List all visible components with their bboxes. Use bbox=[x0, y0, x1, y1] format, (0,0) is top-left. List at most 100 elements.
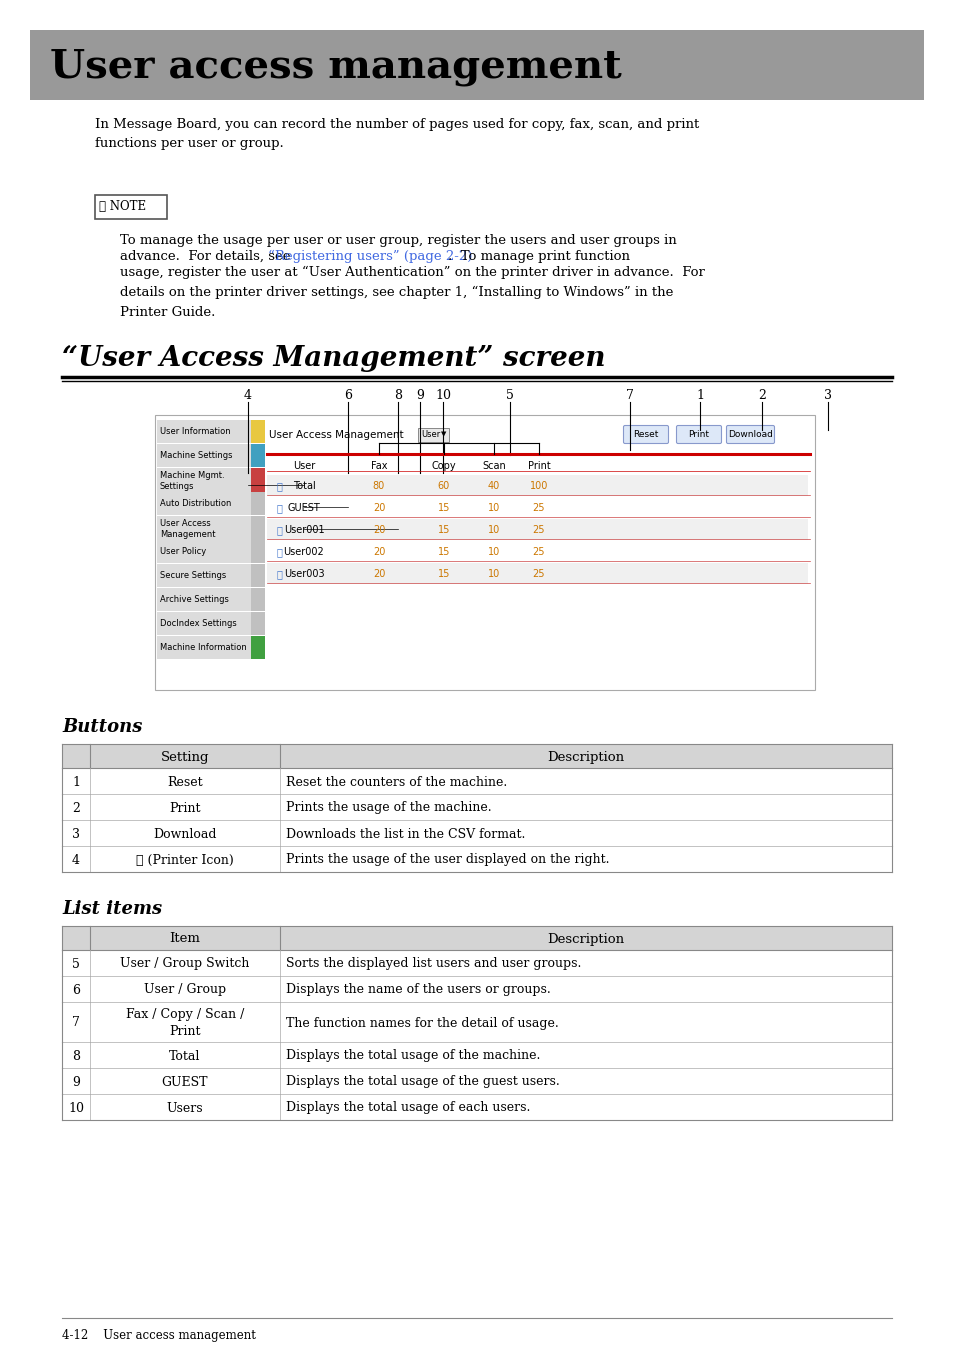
Text: 10: 10 bbox=[487, 569, 499, 580]
Text: 9: 9 bbox=[72, 1076, 80, 1088]
Bar bbox=[267, 474, 807, 496]
Bar bbox=[267, 497, 807, 518]
Bar bbox=[62, 1068, 891, 1095]
Text: Machine Information: Machine Information bbox=[160, 643, 247, 652]
Text: 🖨: 🖨 bbox=[275, 569, 282, 580]
Bar bbox=[251, 636, 265, 659]
Text: 20: 20 bbox=[373, 524, 385, 535]
Bar bbox=[62, 1095, 891, 1120]
FancyBboxPatch shape bbox=[726, 426, 774, 443]
Bar bbox=[30, 30, 923, 100]
Text: Machine Settings: Machine Settings bbox=[160, 452, 233, 461]
Text: 15: 15 bbox=[437, 569, 450, 580]
Text: 10: 10 bbox=[68, 1101, 84, 1115]
Text: 25: 25 bbox=[532, 569, 545, 580]
Text: To manage the usage per user or user group, register the users and user groups i: To manage the usage per user or user gro… bbox=[120, 235, 676, 247]
Text: User access management: User access management bbox=[50, 49, 621, 86]
Text: 1: 1 bbox=[696, 390, 703, 402]
Text: 🖨: 🖨 bbox=[275, 524, 282, 535]
Text: 40: 40 bbox=[487, 481, 499, 491]
Text: Description: Description bbox=[547, 751, 624, 763]
Text: 4-12    User access management: 4-12 User access management bbox=[62, 1329, 255, 1341]
Text: User Information: User Information bbox=[160, 427, 231, 437]
Text: Reset: Reset bbox=[633, 430, 658, 439]
Text: 8: 8 bbox=[394, 390, 401, 402]
Bar bbox=[157, 588, 253, 611]
Text: Displays the name of the users or groups.: Displays the name of the users or groups… bbox=[286, 984, 550, 996]
Bar bbox=[95, 195, 167, 218]
Text: Sorts the displayed list users and user groups.: Sorts the displayed list users and user … bbox=[286, 957, 580, 971]
Text: User Access Management: User Access Management bbox=[269, 430, 403, 439]
Text: 4: 4 bbox=[71, 853, 80, 867]
Text: 10: 10 bbox=[487, 547, 499, 557]
Text: Reset: Reset bbox=[167, 775, 203, 789]
Text: Item: Item bbox=[170, 933, 200, 945]
Text: 20: 20 bbox=[373, 569, 385, 580]
Bar bbox=[251, 492, 265, 515]
Text: 10: 10 bbox=[487, 503, 499, 514]
Text: 🖨 (Printer Icon): 🖨 (Printer Icon) bbox=[136, 853, 233, 867]
Text: List items: List items bbox=[62, 900, 162, 918]
Text: GUEST: GUEST bbox=[287, 503, 320, 514]
Text: usage, register the user at “User Authentication” on the printer driver in advan: usage, register the user at “User Authen… bbox=[120, 266, 704, 318]
Bar bbox=[62, 1002, 891, 1042]
FancyBboxPatch shape bbox=[418, 427, 449, 442]
Text: “User Access Management” screen: “User Access Management” screen bbox=[62, 345, 605, 372]
Text: Fax / Copy / Scan /
Print: Fax / Copy / Scan / Print bbox=[126, 1008, 244, 1038]
Bar bbox=[267, 563, 807, 584]
Text: Buttons: Buttons bbox=[62, 718, 142, 736]
Bar bbox=[157, 541, 253, 563]
Text: 🖨: 🖨 bbox=[275, 481, 282, 491]
Text: User / Group Switch: User / Group Switch bbox=[120, 957, 250, 971]
Text: Auto Distribution: Auto Distribution bbox=[160, 500, 232, 508]
Text: 3: 3 bbox=[71, 828, 80, 841]
Text: 20: 20 bbox=[373, 503, 385, 514]
Bar bbox=[251, 443, 265, 466]
Text: ▼: ▼ bbox=[440, 431, 446, 438]
Text: Setting: Setting bbox=[161, 751, 209, 763]
Text: Prints the usage of the machine.: Prints the usage of the machine. bbox=[286, 802, 491, 814]
Text: 🖨: 🖨 bbox=[275, 547, 282, 557]
Text: Print: Print bbox=[527, 461, 550, 470]
Text: 7: 7 bbox=[72, 1016, 80, 1030]
Bar bbox=[157, 468, 253, 493]
Bar bbox=[251, 588, 265, 611]
Text: ✎ NOTE: ✎ NOTE bbox=[99, 201, 146, 213]
Bar bbox=[157, 443, 253, 466]
Bar bbox=[62, 847, 891, 872]
Text: 2: 2 bbox=[72, 802, 80, 814]
Bar bbox=[251, 563, 265, 586]
Text: 🖨: 🖨 bbox=[275, 503, 282, 514]
Text: 6: 6 bbox=[71, 984, 80, 996]
Text: 25: 25 bbox=[532, 524, 545, 535]
Text: 25: 25 bbox=[532, 547, 545, 557]
Text: 15: 15 bbox=[437, 524, 450, 535]
Text: 100: 100 bbox=[529, 481, 548, 491]
Text: .  To manage print function: . To manage print function bbox=[448, 249, 629, 263]
Bar bbox=[251, 541, 265, 563]
Text: User Policy: User Policy bbox=[160, 547, 206, 557]
Bar bbox=[157, 492, 253, 515]
Text: 2: 2 bbox=[758, 390, 765, 402]
Text: Print: Print bbox=[688, 430, 709, 439]
Text: Total: Total bbox=[169, 1050, 200, 1062]
FancyBboxPatch shape bbox=[623, 426, 668, 443]
Text: Print: Print bbox=[169, 802, 200, 814]
Text: 5: 5 bbox=[72, 957, 80, 971]
Bar bbox=[62, 950, 891, 976]
Text: Displays the total usage of the machine.: Displays the total usage of the machine. bbox=[286, 1050, 539, 1062]
Text: Users: Users bbox=[167, 1101, 203, 1115]
Text: 10: 10 bbox=[487, 524, 499, 535]
Bar bbox=[62, 976, 891, 1002]
Text: 9: 9 bbox=[416, 390, 423, 402]
Text: advance.  For details, see: advance. For details, see bbox=[120, 249, 294, 263]
Text: 4: 4 bbox=[244, 390, 252, 402]
Text: User002: User002 bbox=[283, 547, 324, 557]
Bar bbox=[267, 519, 807, 541]
Bar bbox=[251, 468, 265, 493]
Text: User: User bbox=[293, 461, 314, 470]
Text: 20: 20 bbox=[373, 547, 385, 557]
Bar bbox=[157, 612, 253, 635]
Text: Download: Download bbox=[153, 828, 216, 841]
Text: 15: 15 bbox=[437, 503, 450, 514]
